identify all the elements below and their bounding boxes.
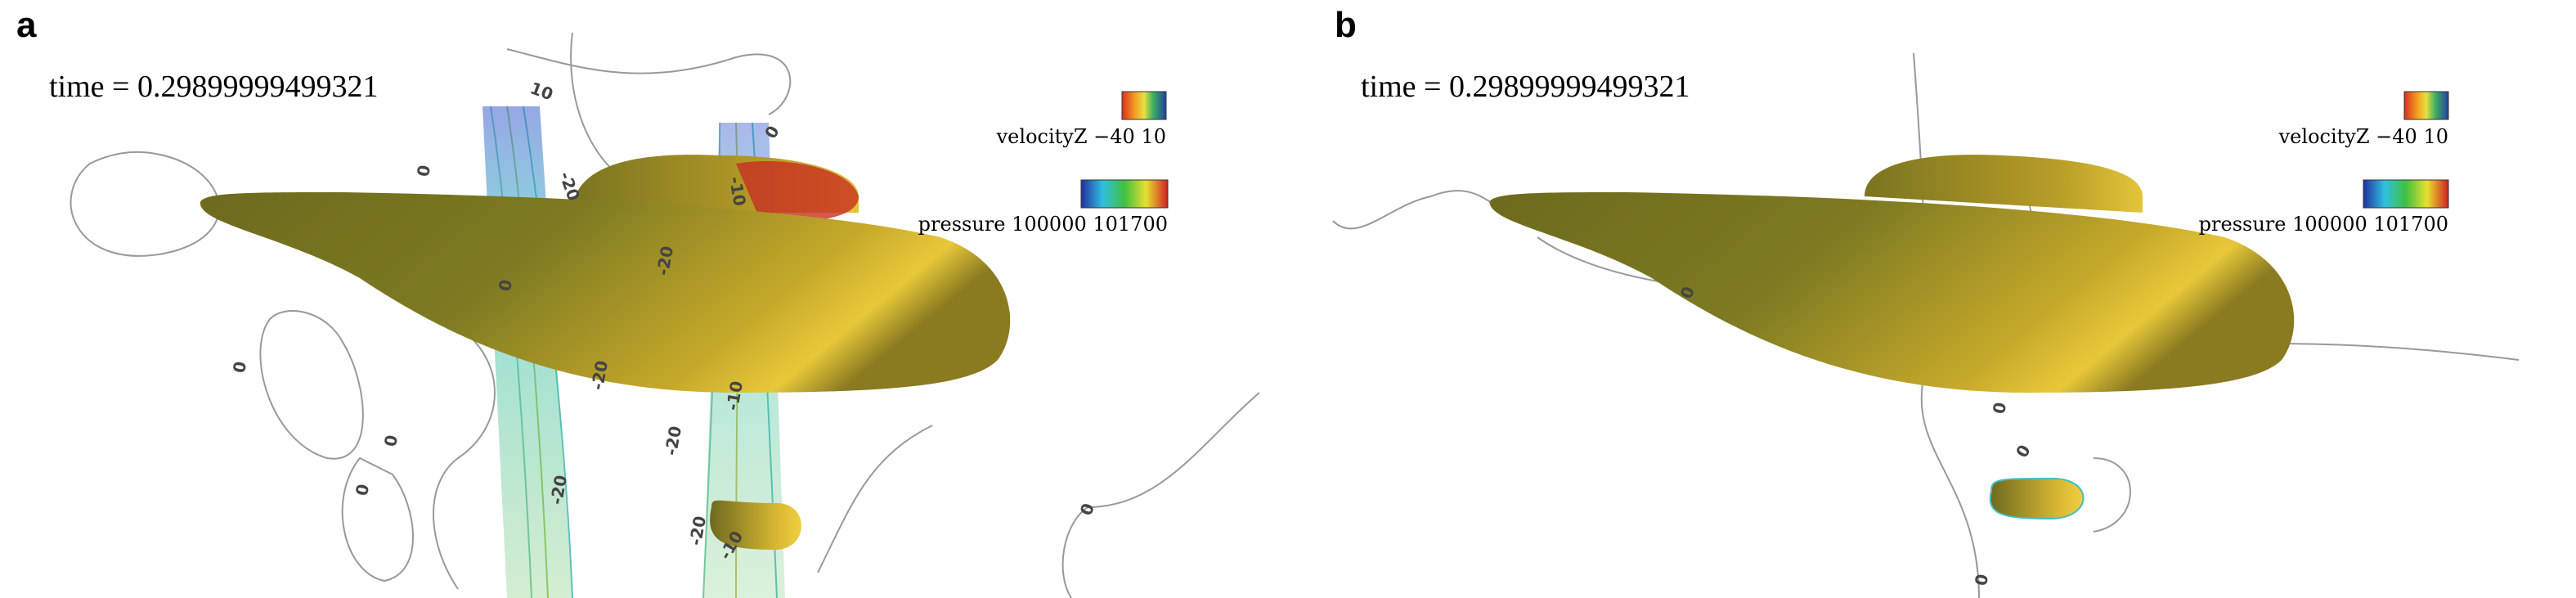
colorbar-legend: pressure 100000 101700 — [918, 213, 1168, 236]
contour-label: 10 — [527, 78, 555, 104]
hull — [1489, 192, 2295, 393]
contour-label: 0 — [495, 278, 516, 293]
legend-name: pressure — [918, 213, 1006, 236]
contour-label: 0 — [2012, 441, 2035, 461]
legend-name: velocityZ — [996, 125, 1088, 148]
legend-min: −40 — [2376, 125, 2417, 148]
contour-label: 0 — [229, 360, 250, 375]
hull — [200, 192, 1011, 393]
sail — [1865, 155, 2143, 213]
legend-name: pressure — [2199, 213, 2287, 236]
colorbar — [1080, 179, 1169, 209]
pod — [1989, 477, 2085, 520]
legend-max: 10 — [1141, 125, 1166, 148]
time-label: time = 0.29899999499321 — [1361, 70, 1690, 104]
contour-label: 0 — [352, 483, 373, 497]
colorbar-legend: velocityZ −40 10 — [996, 125, 1166, 148]
legend-name: velocityZ — [2278, 125, 2370, 148]
pod — [710, 500, 801, 550]
contour-label: -20 — [661, 425, 685, 457]
panel-label: a — [16, 5, 37, 45]
legend-min: 100000 — [1012, 213, 1087, 236]
legend-min: −40 — [1093, 125, 1135, 148]
legend-max: 10 — [2423, 125, 2448, 148]
contour-label: -20 — [555, 169, 584, 204]
legend-min: 100000 — [2292, 213, 2367, 236]
colorbar-legend: pressure 100000 101700 — [2199, 213, 2448, 236]
contour-lines — [70, 32, 1260, 598]
colorbar — [2363, 179, 2449, 209]
contour-label: 0 — [1989, 401, 2010, 416]
contour-label: -20 — [587, 359, 612, 392]
colorbar — [2403, 91, 2449, 120]
pressure-patch — [736, 160, 859, 223]
contour-label: 0 — [413, 164, 434, 178]
legend-max: 101700 — [1093, 213, 1168, 236]
contour-label: 0 — [380, 434, 402, 448]
contour-label: 0 — [1971, 573, 1992, 587]
panel-label: b — [1335, 5, 1357, 45]
colorbar-legend: velocityZ −40 10 — [2278, 125, 2448, 148]
colorbar — [1121, 91, 1167, 120]
legend-max: 101700 — [2373, 213, 2448, 236]
time-label: time = 0.29899999499321 — [49, 70, 378, 104]
